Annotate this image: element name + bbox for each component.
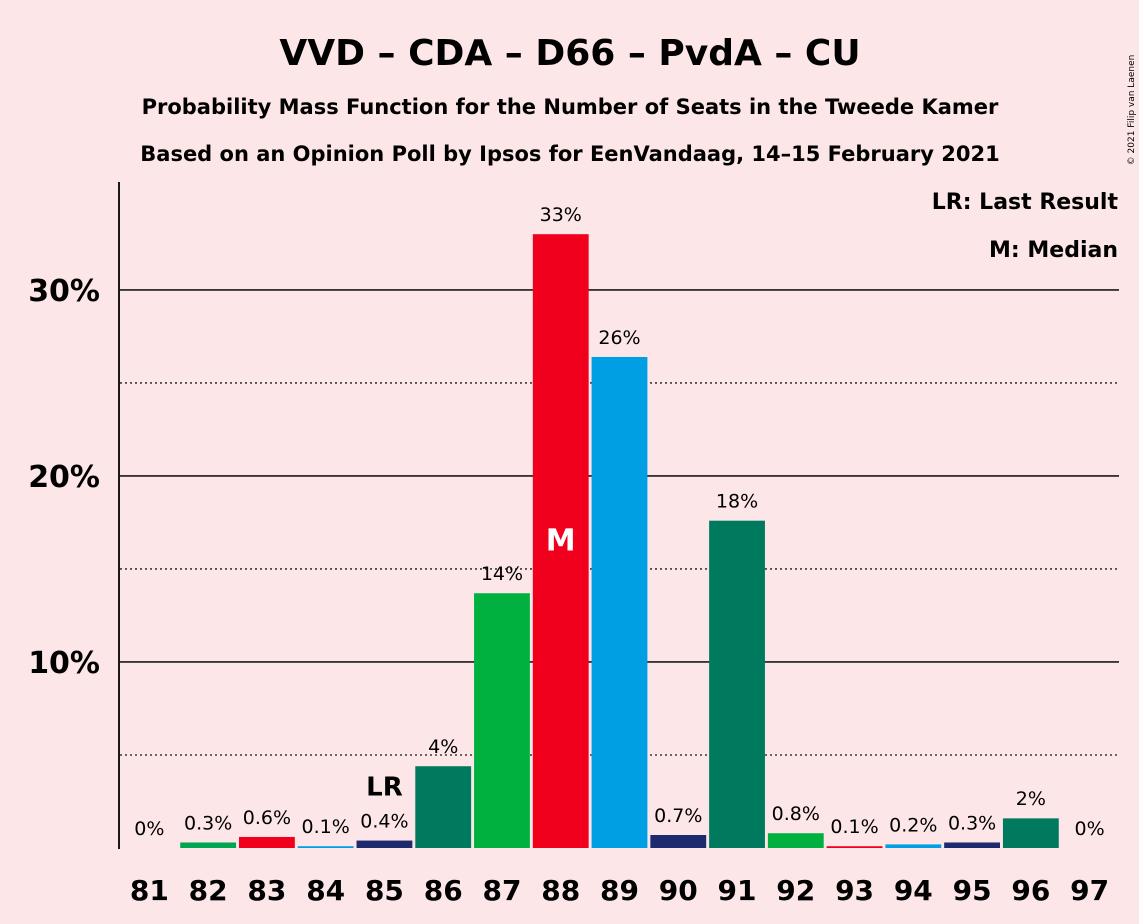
bar bbox=[532, 234, 589, 849]
bar bbox=[591, 356, 648, 848]
bar bbox=[650, 834, 707, 848]
bar bbox=[180, 842, 237, 848]
data-label: 0.6% bbox=[243, 807, 291, 829]
x-tick-label: 83 bbox=[247, 874, 286, 907]
x-tick-label: 82 bbox=[189, 874, 228, 907]
x-tick-label: 89 bbox=[600, 874, 639, 907]
data-label: 14% bbox=[481, 563, 523, 585]
data-label: 0.8% bbox=[772, 803, 820, 825]
x-tick-label: 93 bbox=[835, 874, 874, 907]
data-label: 0% bbox=[134, 818, 164, 840]
chart-title: VVD – CDA – D66 – PvdA – CU bbox=[279, 33, 860, 74]
data-label: 2% bbox=[1016, 788, 1046, 810]
x-tick-label: 96 bbox=[1011, 874, 1050, 907]
bar bbox=[474, 593, 530, 848]
x-tick-label: 87 bbox=[482, 874, 521, 907]
data-label: 0.3% bbox=[948, 812, 996, 834]
data-label: 0.1% bbox=[302, 816, 350, 838]
x-tick-label: 94 bbox=[894, 874, 933, 907]
y-tick-label: 10% bbox=[28, 646, 100, 681]
y-axis-ticks: 10% 20% 30% bbox=[28, 274, 100, 681]
copyright-notice: © 2021 Filip van Laenen bbox=[1127, 55, 1137, 166]
x-tick-label: 86 bbox=[424, 874, 463, 907]
bar bbox=[885, 844, 942, 848]
data-label: 0.7% bbox=[654, 805, 702, 827]
bar bbox=[356, 840, 413, 848]
chart-source: Based on an Opinion Poll by Ipsos for Ee… bbox=[140, 142, 999, 166]
data-label: 33% bbox=[540, 204, 582, 226]
bar bbox=[297, 846, 354, 848]
data-label: 0.3% bbox=[184, 812, 232, 834]
x-axis-ticks: 81 82 83 84 85 86 87 88 89 90 91 92 93 94 95 96 97 bbox=[130, 874, 1109, 907]
data-label: 4% bbox=[428, 736, 458, 758]
x-tick-label: 88 bbox=[541, 874, 580, 907]
x-tick-label: 84 bbox=[306, 874, 345, 907]
data-label: 26% bbox=[598, 327, 640, 349]
x-tick-label: 92 bbox=[776, 874, 815, 907]
x-tick-label: 91 bbox=[718, 874, 757, 907]
y-tick-label: 30% bbox=[28, 274, 100, 309]
x-tick-label: 90 bbox=[659, 874, 698, 907]
x-tick-label: 81 bbox=[130, 874, 169, 907]
data-labels: 0% 0.3% 0.6% 0.1% 0.4% 4% 14% 33% 26% 0.7% 18% 0.8%… bbox=[134, 204, 1104, 840]
last-result-marker: LR bbox=[366, 773, 403, 803]
legend-median: M: Median bbox=[989, 238, 1118, 263]
x-tick-label: 85 bbox=[365, 874, 404, 907]
bar bbox=[1002, 818, 1059, 848]
chart-subtitle: Probability Mass Function for the Number… bbox=[142, 95, 999, 119]
bar bbox=[415, 766, 472, 848]
data-label: 0.1% bbox=[830, 816, 878, 838]
y-tick-label: 20% bbox=[28, 460, 100, 495]
data-label: 0.2% bbox=[889, 814, 937, 836]
median-marker: M bbox=[546, 523, 576, 558]
data-label: 0.4% bbox=[360, 811, 408, 833]
bar bbox=[944, 842, 1001, 848]
bar bbox=[238, 836, 295, 848]
data-label: 0% bbox=[1075, 818, 1105, 840]
bar bbox=[709, 520, 765, 848]
bar bbox=[767, 833, 824, 848]
bars bbox=[180, 224, 1059, 849]
bar bbox=[826, 846, 883, 848]
x-tick-label: 97 bbox=[1070, 874, 1109, 907]
legend-last-result: LR: Last Result bbox=[932, 190, 1119, 215]
data-label: 18% bbox=[716, 491, 758, 513]
x-tick-label: 95 bbox=[953, 874, 992, 907]
